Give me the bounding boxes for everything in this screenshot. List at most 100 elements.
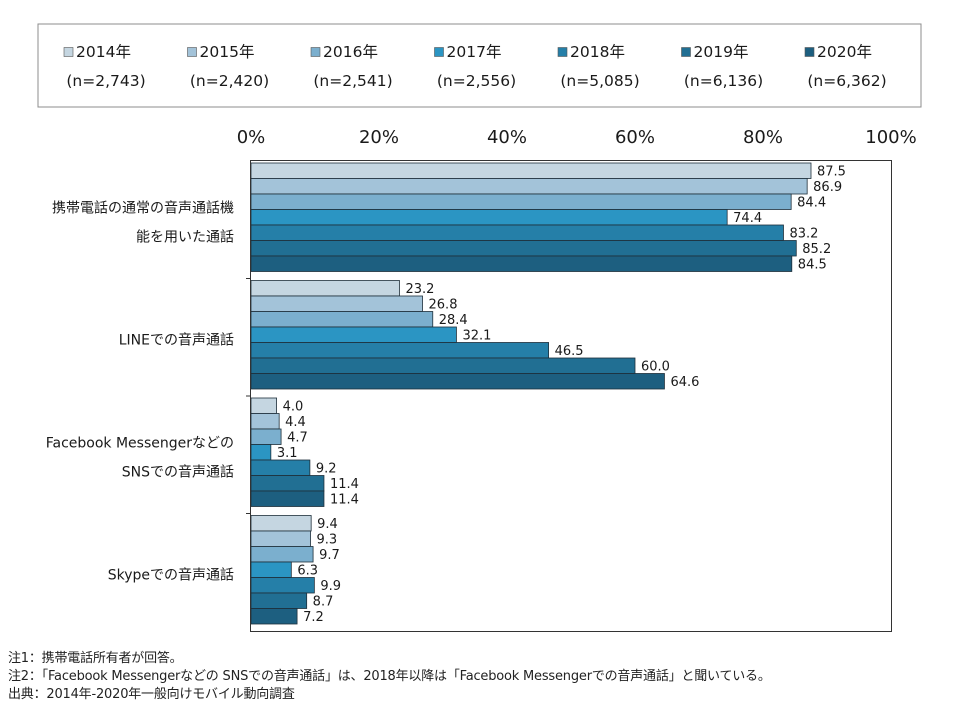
bar <box>250 178 808 195</box>
legend-label: 2018年 <box>570 43 625 61</box>
data-label: 4.7 <box>287 431 308 446</box>
legend-label: 2014年 <box>76 43 131 61</box>
data-label: 87.5 <box>817 165 846 180</box>
data-label: 11.4 <box>330 477 359 492</box>
bar <box>250 459 311 476</box>
data-label: 3.1 <box>277 446 298 461</box>
bar <box>250 193 792 210</box>
category-label: Skypeでの音声通話 <box>108 566 234 583</box>
data-label: 46.5 <box>555 344 584 359</box>
data-label: 60.0 <box>641 360 670 375</box>
source-note: 出典：2014年-2020年一般向けモバイル動向調査 <box>8 687 295 702</box>
legend-swatch <box>804 47 815 57</box>
data-label: 74.4 <box>733 211 762 226</box>
data-label: 32.1 <box>462 329 491 344</box>
data-label: 4.0 <box>283 400 304 415</box>
x-tick-label: 60% <box>615 127 655 148</box>
bar-chart: 2014年 (n=2,743) 2015年 (n=2,420) 2016年 (n=2,54… <box>37 23 922 632</box>
legend-label: 2016年 <box>323 43 378 61</box>
data-label: 9.3 <box>317 533 338 548</box>
data-label: 9.2 <box>316 462 337 477</box>
data-label: 85.2 <box>802 242 831 257</box>
note-2: 注2：「Facebook Messengerなどの SNSでの音声通話」は、20… <box>8 669 771 684</box>
data-label: 8.7 <box>313 595 334 610</box>
bar <box>250 373 665 390</box>
category-label: LINEでの音声通話 <box>119 331 234 348</box>
bar <box>250 475 325 492</box>
bar <box>250 209 728 226</box>
notes: 注1：携帯電話所有者が回答。 注2：「Facebook Messengerなどの… <box>8 650 958 704</box>
x-tick-label: 40% <box>487 127 527 148</box>
legend-swatch <box>557 47 568 57</box>
bar <box>250 342 550 359</box>
data-label: 11.4 <box>330 493 359 508</box>
data-label: 26.8 <box>429 298 458 313</box>
legend-box <box>37 23 922 108</box>
bar <box>250 592 308 609</box>
legend-swatch <box>434 47 444 57</box>
data-label: 84.4 <box>797 196 826 211</box>
category-label: SNSでの音声通話 <box>122 463 234 480</box>
data-label: 4.4 <box>285 415 306 430</box>
bar <box>250 311 434 328</box>
bar <box>250 577 315 594</box>
note-1: 注1：携帯電話所有者が回答。 <box>8 651 183 666</box>
data-label: 84.5 <box>798 258 827 273</box>
bars <box>250 162 812 625</box>
legend-sample-size: (n=2,420) <box>190 72 269 90</box>
legend-sample-size: (n=2,743) <box>66 72 145 90</box>
data-label: 7.2 <box>303 610 324 625</box>
bar <box>250 515 312 532</box>
legend-sample-size: (n=6,362) <box>807 72 886 90</box>
legend-sample-size: (n=2,556) <box>437 72 516 90</box>
legend-label: 2019年 <box>694 43 749 61</box>
bar <box>250 224 784 241</box>
legend-sample-size: (n=2,541) <box>313 72 392 90</box>
legend-swatch <box>310 47 321 57</box>
legend-label: 2020年 <box>817 43 872 61</box>
data-label: 9.4 <box>317 517 338 532</box>
legend-sample-size: (n=5,085) <box>560 72 639 90</box>
bar <box>250 295 423 312</box>
bar <box>250 240 797 257</box>
data-labels: 87.586.984.4 74.4 83.285.284.5 23.226.828.4… <box>277 165 846 626</box>
bar <box>250 255 793 272</box>
data-label: 6.3 <box>297 564 318 579</box>
data-label: 9.9 <box>320 579 341 594</box>
data-label: 23.2 <box>405 282 434 297</box>
bar <box>250 444 272 461</box>
legend-swatch <box>63 47 74 57</box>
bar <box>250 428 282 445</box>
data-label: 9.7 <box>319 548 340 563</box>
legend: 2014年 (n=2,743) 2015年 (n=2,420) 2016年 (n=2,54… <box>63 43 887 90</box>
plot-area <box>250 160 892 632</box>
data-label: 64.6 <box>670 375 699 390</box>
x-tick-label: 20% <box>359 127 399 148</box>
category-label: 携帯電話の通常の音声通話機 <box>52 199 234 216</box>
bar <box>250 357 636 374</box>
bar <box>250 561 292 578</box>
bar <box>250 397 278 414</box>
legend-swatch <box>187 47 197 57</box>
bar <box>250 546 314 563</box>
x-axis-ticks: 0% 20% 40% 60% 80% 100% <box>237 127 917 148</box>
bar <box>250 162 812 179</box>
bar <box>250 280 400 297</box>
legend-label: 2015年 <box>200 43 255 61</box>
data-label: 83.2 <box>789 227 818 242</box>
category-label: 能を用いた通話 <box>136 228 234 245</box>
data-label: 86.9 <box>813 180 842 195</box>
bar <box>250 413 280 430</box>
legend-swatch <box>681 47 691 57</box>
bar <box>250 530 311 547</box>
legend-sample-size: (n=6,136) <box>684 72 763 90</box>
category-label: Facebook Messengerなどの <box>46 435 234 451</box>
bar <box>250 326 457 343</box>
legend-label: 2017年 <box>447 43 502 61</box>
bar <box>250 608 298 625</box>
x-tick-label: 0% <box>237 127 266 148</box>
data-label: 28.4 <box>439 313 468 328</box>
x-tick-label: 100% <box>865 127 916 148</box>
x-tick-label: 80% <box>743 127 783 148</box>
